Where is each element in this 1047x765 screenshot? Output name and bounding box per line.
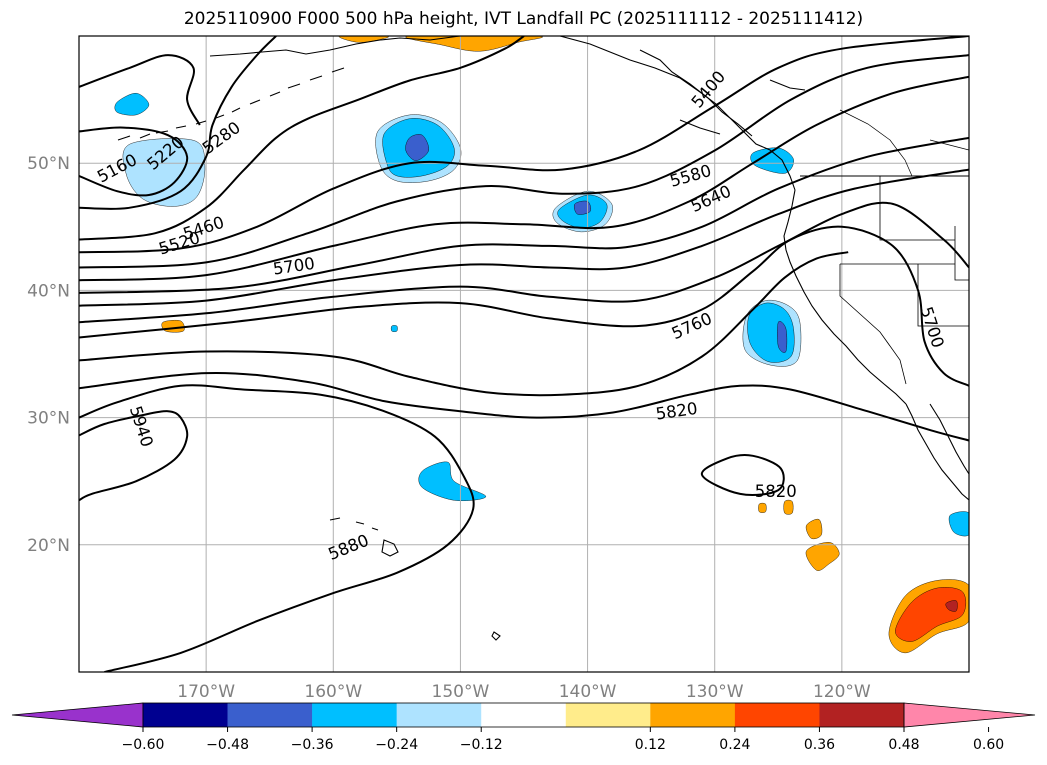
ivt-pos-dot-2	[758, 502, 767, 513]
contour-label-group: 5520	[157, 228, 203, 258]
contour-5820-cell	[700, 454, 785, 496]
contour-5760	[79, 251, 849, 397]
colorbar-tick-label: 0.60	[973, 737, 1004, 753]
ivt-blob-nw	[114, 92, 150, 116]
lat-tick-label: 50°N	[27, 154, 70, 174]
colorbar-tick-label: 0.48	[888, 737, 919, 753]
ivt-pos-mex	[805, 542, 840, 571]
ivt-pos-w	[161, 320, 185, 333]
colorbar-segment	[734, 703, 820, 727]
contour-5820	[79, 371, 969, 442]
state-borders	[839, 176, 969, 385]
contour-label: 5700	[917, 304, 948, 350]
colorbar-tick-label: −0.12	[460, 737, 503, 753]
contour-label: 5940	[126, 404, 157, 450]
contour-5340	[79, 36, 969, 254]
contour-5580	[79, 168, 969, 307]
coastline-layer	[117, 36, 969, 641]
colorbar-tick-label: 0.24	[719, 737, 750, 753]
border-canada-interior	[839, 109, 969, 177]
ivt-pos-se	[895, 587, 967, 642]
colorbar-tick-label: −0.36	[291, 737, 334, 753]
map-frame	[78, 35, 970, 673]
contour-5940	[79, 410, 189, 502]
ivt-pos-dot-1	[783, 499, 794, 515]
contour-label: 5640	[688, 182, 734, 216]
lon-tick-label: 130°W	[686, 682, 744, 702]
contour-5220	[79, 36, 277, 210]
contour-label-group: 5640	[688, 182, 734, 216]
ivt-blob-hawaii-n	[418, 461, 487, 501]
contour-5880	[79, 384, 475, 672]
colorbar-tick-label: −0.24	[375, 737, 418, 753]
contour-label: 5580	[668, 161, 714, 191]
ivt-pos-north-2	[338, 36, 389, 43]
contour-label-group: 5580	[668, 161, 714, 191]
height-contours	[79, 36, 969, 672]
contour-label-group: 5820	[755, 482, 797, 501]
colorbar-under-arrow	[11, 702, 144, 728]
coastline-bc-islands	[639, 49, 806, 137]
contour-label-group: 5400	[688, 67, 730, 111]
lon-tick-label: 140°W	[559, 682, 617, 702]
colorbar-segment	[396, 703, 482, 727]
colorbar-segment	[143, 703, 228, 727]
contour-labels: 5160 5220 52805460552057005580564057605820…	[94, 67, 948, 564]
contour-label: 5820	[755, 482, 797, 501]
lon-tick-label: 150°W	[432, 682, 490, 702]
colorbar-tick-label: 0.36	[804, 737, 835, 753]
lon-tick-label: 120°W	[813, 682, 871, 702]
contour-5640	[79, 201, 969, 324]
coastline-alaska	[209, 36, 796, 191]
ivt-blob-gulf-core	[405, 134, 429, 161]
map-title: 2025110900 F000 500 hPa height, IVT Land…	[183, 9, 864, 29]
colorbar-tick-label: −0.60	[122, 737, 165, 753]
contour-5520	[79, 136, 969, 294]
ivt-blob-mid-core	[574, 200, 591, 215]
ivt-blob-small-1	[390, 325, 398, 332]
ivt-pos-mex-2	[805, 518, 823, 540]
lat-tick-label: 20°N	[27, 536, 70, 556]
contour-5400	[79, 54, 969, 269]
colorbar-segment	[565, 703, 651, 727]
latitude-tick-labels: 20°N 30°N 40°N 50°N	[27, 154, 70, 556]
ivt-blob-east-edge	[948, 511, 969, 537]
colorbar-segment	[227, 703, 313, 727]
colorbar-tick-label: 0.12	[635, 737, 666, 753]
hawaii-islands	[329, 517, 399, 557]
lat-tick-label: 40°N	[27, 281, 70, 301]
colorbar-segment	[650, 703, 736, 727]
contour-5220-west	[79, 54, 201, 126]
colorbar-over-arrow	[903, 702, 1036, 728]
contour-label-group: 5700	[917, 304, 948, 350]
contour-label: 5520	[157, 228, 203, 258]
contour-5700	[79, 225, 969, 387]
contour-5460	[79, 75, 969, 282]
midway-island	[491, 631, 501, 641]
colorbar-segment	[819, 703, 905, 727]
longitude-tick-labels: 170°W 160°W 150°W 140°W 130°W 120°W	[177, 682, 871, 702]
ivt-blob-ca-core	[777, 321, 788, 353]
contour-label-group: 5280	[199, 118, 244, 158]
colorbar-segment	[481, 703, 567, 727]
coastline-us-west	[783, 189, 907, 405]
ivt-pos-north	[405, 36, 543, 52]
contour-5280	[79, 36, 525, 241]
coastline-baja	[905, 403, 969, 501]
colorbar: −0.60 −0.48 −0.36 −0.24 −0.12 0.12 0.24 0.36 0.4…	[11, 702, 1036, 753]
contour-label-group: 5880	[325, 531, 371, 564]
colorbar-frame	[142, 702, 905, 728]
contour-label: 5880	[325, 531, 371, 564]
contour-label-group: 5940	[126, 404, 157, 450]
colorbar-segment	[312, 703, 397, 727]
lon-tick-label: 170°W	[177, 682, 235, 702]
lon-tick-label: 160°W	[304, 682, 362, 702]
ivt-pos-se-core	[945, 600, 958, 612]
colorbar-tick-label: −0.48	[206, 737, 249, 753]
lat-tick-label: 30°N	[27, 409, 70, 429]
contour-5160	[79, 126, 189, 197]
